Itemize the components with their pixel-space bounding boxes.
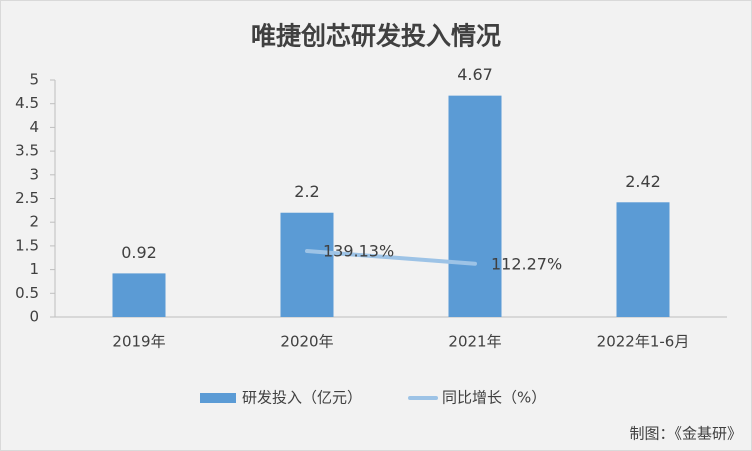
legend-swatch: [200, 393, 236, 403]
x-tick-label: 2021年: [448, 333, 501, 351]
y-tick-label: 5: [29, 71, 39, 89]
legend-label: 同比增长（%）: [442, 389, 546, 407]
legend-label: 研发投入（亿元）: [242, 389, 362, 407]
y-tick-label: 0.5: [15, 284, 39, 302]
source: 制图：《金基研》: [629, 425, 742, 443]
line: [305, 249, 477, 266]
y-tick-label: 2.5: [15, 189, 39, 207]
chart-title: 唯捷创芯研发投入情况: [251, 22, 501, 51]
data-label: 139.13%: [323, 242, 394, 261]
data-label: 2.2: [294, 182, 319, 201]
bar: [616, 202, 670, 317]
y-tick-label: 1: [29, 260, 39, 278]
data-label: 4.67: [457, 65, 493, 84]
x-tick-label: 2020年: [280, 333, 333, 351]
y-tick-label: 3: [29, 165, 39, 183]
data-label: 2.42: [625, 172, 661, 191]
bar: [280, 212, 334, 317]
data-label: 0.92: [121, 243, 157, 262]
bar: [448, 95, 502, 317]
x-tick-label: 2019年: [112, 333, 165, 351]
y-tick-label: 2: [29, 213, 39, 231]
y-tick-label: 4.5: [15, 94, 39, 112]
y-tick-label: 4: [29, 118, 39, 136]
y-tick-label: 3.5: [15, 142, 39, 160]
bar: [112, 273, 166, 317]
x-tick-label: 2022年1-6月: [597, 333, 690, 351]
data-label: 112.27%: [491, 254, 562, 273]
y-tick-label: 1.5: [15, 236, 39, 254]
y-tick-label: 0: [29, 308, 39, 326]
